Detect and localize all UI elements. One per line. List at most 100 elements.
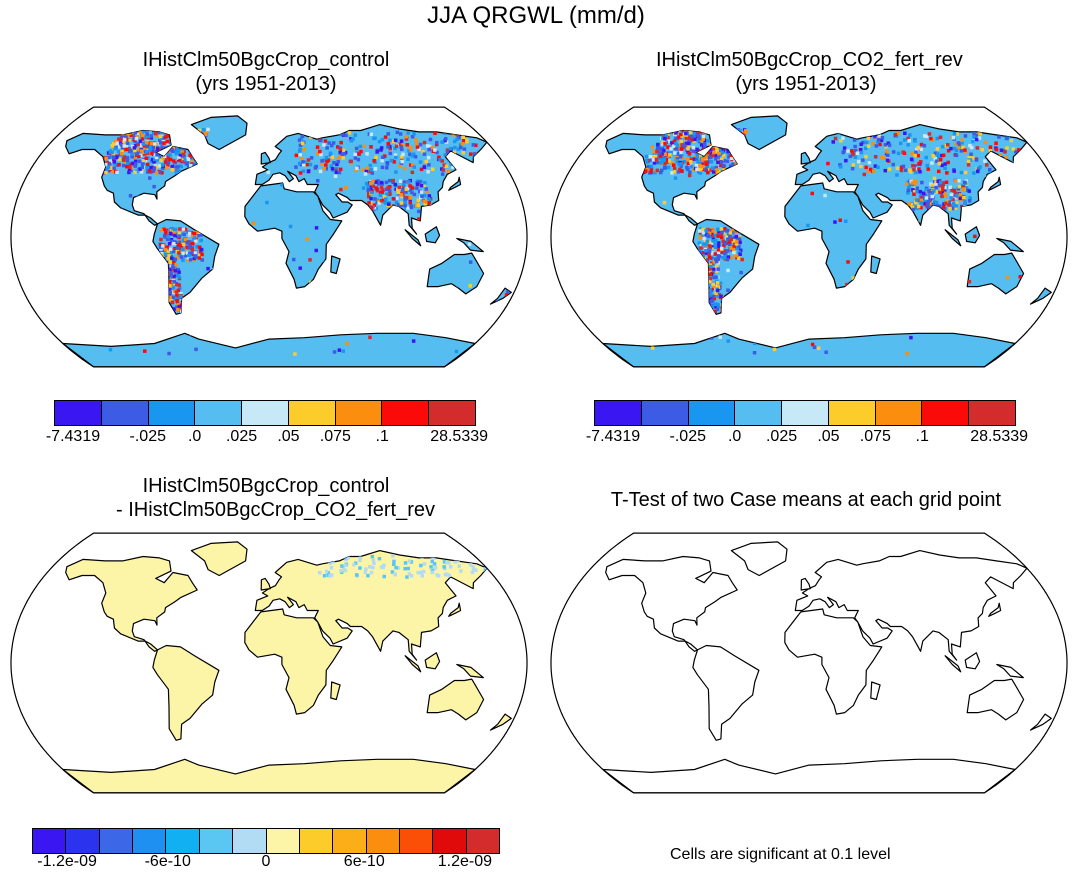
colorbar-swatch bbox=[335, 401, 383, 425]
colorbar-label: -.025 bbox=[129, 428, 166, 445]
landmass-japan bbox=[988, 602, 1002, 617]
colorbar-label: .0 bbox=[187, 428, 202, 445]
colorbar-swatch bbox=[288, 401, 336, 425]
landmass-sumatra bbox=[944, 655, 962, 673]
land-layer bbox=[602, 541, 1052, 793]
colorbar-label: .1 bbox=[915, 428, 929, 445]
landmass-newZealand bbox=[1029, 287, 1052, 305]
landmass-northAmerica bbox=[605, 555, 738, 652]
panel-title-control: IHistClm50BgcCrop_control (yrs 1951-2013… bbox=[116, 48, 416, 96]
colorbar-label: 28.5339 bbox=[430, 428, 489, 445]
landmass-eurasia bbox=[254, 550, 488, 661]
map-border bbox=[10, 106, 528, 368]
landmass-madagascar bbox=[870, 681, 881, 701]
landmass-newGuinea bbox=[996, 237, 1024, 253]
landmass-sumatra bbox=[944, 229, 962, 247]
landmass-madagascar bbox=[330, 255, 341, 275]
panel-title-co2: IHistClm50BgcCrop_CO2_fert_rev (yrs 1951… bbox=[656, 48, 963, 96]
landmass-northAmerica bbox=[605, 129, 738, 226]
map-co2 bbox=[550, 106, 1068, 368]
land-layer bbox=[62, 115, 512, 367]
landmass-antarctica bbox=[62, 332, 476, 367]
colorbar-swatch bbox=[641, 401, 689, 425]
panel-title-co2-line1: IHistClm50BgcCrop_CO2_fert_rev bbox=[656, 49, 963, 71]
landmass-africa bbox=[784, 182, 883, 289]
colorbar-swatch bbox=[466, 829, 500, 853]
map-border bbox=[550, 106, 1068, 368]
colorbar-swatch bbox=[299, 829, 334, 853]
landmass-britain bbox=[800, 577, 811, 591]
colorbar-swatch bbox=[595, 401, 642, 425]
colorbar-label: .05 bbox=[277, 428, 300, 445]
landmass-southAmerica bbox=[152, 644, 220, 741]
colorbar-swatch bbox=[922, 401, 970, 425]
colorbar-co2 bbox=[594, 400, 1016, 426]
map-border bbox=[550, 532, 1068, 794]
panel-title-control-line2: (yrs 1951-2013) bbox=[195, 73, 337, 95]
colorbar-label: .025 bbox=[765, 428, 798, 445]
landmass-northAmerica bbox=[65, 555, 198, 652]
panel-title-diff-line2: - IHistClm50BgcCrop_CO2_fert_rev bbox=[116, 499, 435, 521]
landmass-antarctica bbox=[602, 332, 1016, 367]
colorbar-label: -.025 bbox=[669, 428, 706, 445]
colorbar-label: .0 bbox=[727, 428, 742, 445]
colorbar-swatch bbox=[333, 829, 367, 853]
landmass-japan bbox=[988, 176, 1002, 191]
landmass-greenland bbox=[730, 541, 788, 577]
landmass-newGuinea bbox=[456, 663, 484, 679]
landmass-newZealand bbox=[1029, 713, 1052, 731]
colorbar-label: 28.5339 bbox=[970, 428, 1029, 445]
landmass-britain bbox=[260, 151, 271, 165]
colorbar-label: .075 bbox=[859, 428, 891, 445]
colorbar-swatch bbox=[101, 401, 149, 425]
landmass-britain bbox=[800, 151, 811, 165]
colorbar-swatch bbox=[133, 829, 167, 853]
colorbar-label: 6e-10 bbox=[343, 853, 385, 870]
panel-title-control-line1: IHistClm50BgcCrop_control bbox=[142, 49, 390, 71]
colorbar-difference-labels: -1.2e-09 -6e-10 0 6e-10 1.2e-09 bbox=[32, 853, 500, 873]
colorbar-swatch bbox=[688, 401, 736, 425]
landmass-sumatra bbox=[404, 229, 422, 247]
colorbar-label: -1.2e-09 bbox=[37, 853, 97, 870]
colorbar-swatch bbox=[266, 829, 300, 853]
significance-note: Cells are significant at 0.1 level bbox=[670, 846, 891, 863]
colorbar-swatch bbox=[66, 829, 100, 853]
colorbar-swatch bbox=[99, 829, 134, 853]
landmass-newGuinea bbox=[996, 663, 1024, 679]
landmass-greenland bbox=[190, 115, 248, 151]
colorbar-co2-labels: -7.4319 -.025 .0 .025 .05 .075 .1 28.5339 bbox=[586, 428, 1028, 450]
colorbar-swatch bbox=[782, 401, 829, 425]
landmass-greenland bbox=[190, 541, 248, 577]
colorbar-control-labels: -7.4319 -.025 .0 .025 .05 .075 .1 28.5339 bbox=[46, 428, 488, 450]
colorbar-label: .1 bbox=[375, 428, 389, 445]
colorbar-label: 0 bbox=[261, 853, 271, 870]
colorbar-label: .05 bbox=[817, 428, 840, 445]
landmass-japan bbox=[448, 602, 462, 617]
map-difference bbox=[10, 532, 528, 794]
landmass-japan bbox=[448, 176, 462, 191]
landmass-antarctica bbox=[62, 758, 476, 793]
colorbar-swatch bbox=[875, 401, 923, 425]
colorbar-swatch bbox=[148, 401, 196, 425]
landmass-africa bbox=[244, 182, 343, 289]
landmass-borneo bbox=[964, 226, 981, 244]
colorbar-label: -7.4319 bbox=[585, 428, 641, 445]
colorbar-swatch bbox=[382, 401, 430, 425]
landmass-eurasia bbox=[794, 550, 1028, 661]
landmass-sumatra bbox=[404, 655, 422, 673]
colorbar-swatch bbox=[969, 401, 1016, 425]
panel-title-ttest: T-Test of two Case means at each grid po… bbox=[556, 488, 1056, 512]
land-layer bbox=[62, 541, 512, 793]
landmass-borneo bbox=[424, 226, 441, 244]
panel-title-co2-line2: (yrs 1951-2013) bbox=[735, 73, 877, 95]
landmass-madagascar bbox=[330, 681, 341, 701]
panel-title-diff: IHistClm50BgcCrop_control - IHistClm50Bg… bbox=[116, 474, 435, 522]
landmass-borneo bbox=[964, 652, 981, 670]
landmass-northAmerica bbox=[65, 129, 198, 226]
landmass-greenland bbox=[730, 115, 788, 151]
colorbar-label: 1.2e-09 bbox=[437, 853, 493, 870]
colorbar-swatch bbox=[735, 401, 783, 425]
landmass-borneo bbox=[424, 652, 441, 670]
landmass-newZealand bbox=[489, 713, 512, 731]
colorbar-label: .075 bbox=[319, 428, 351, 445]
